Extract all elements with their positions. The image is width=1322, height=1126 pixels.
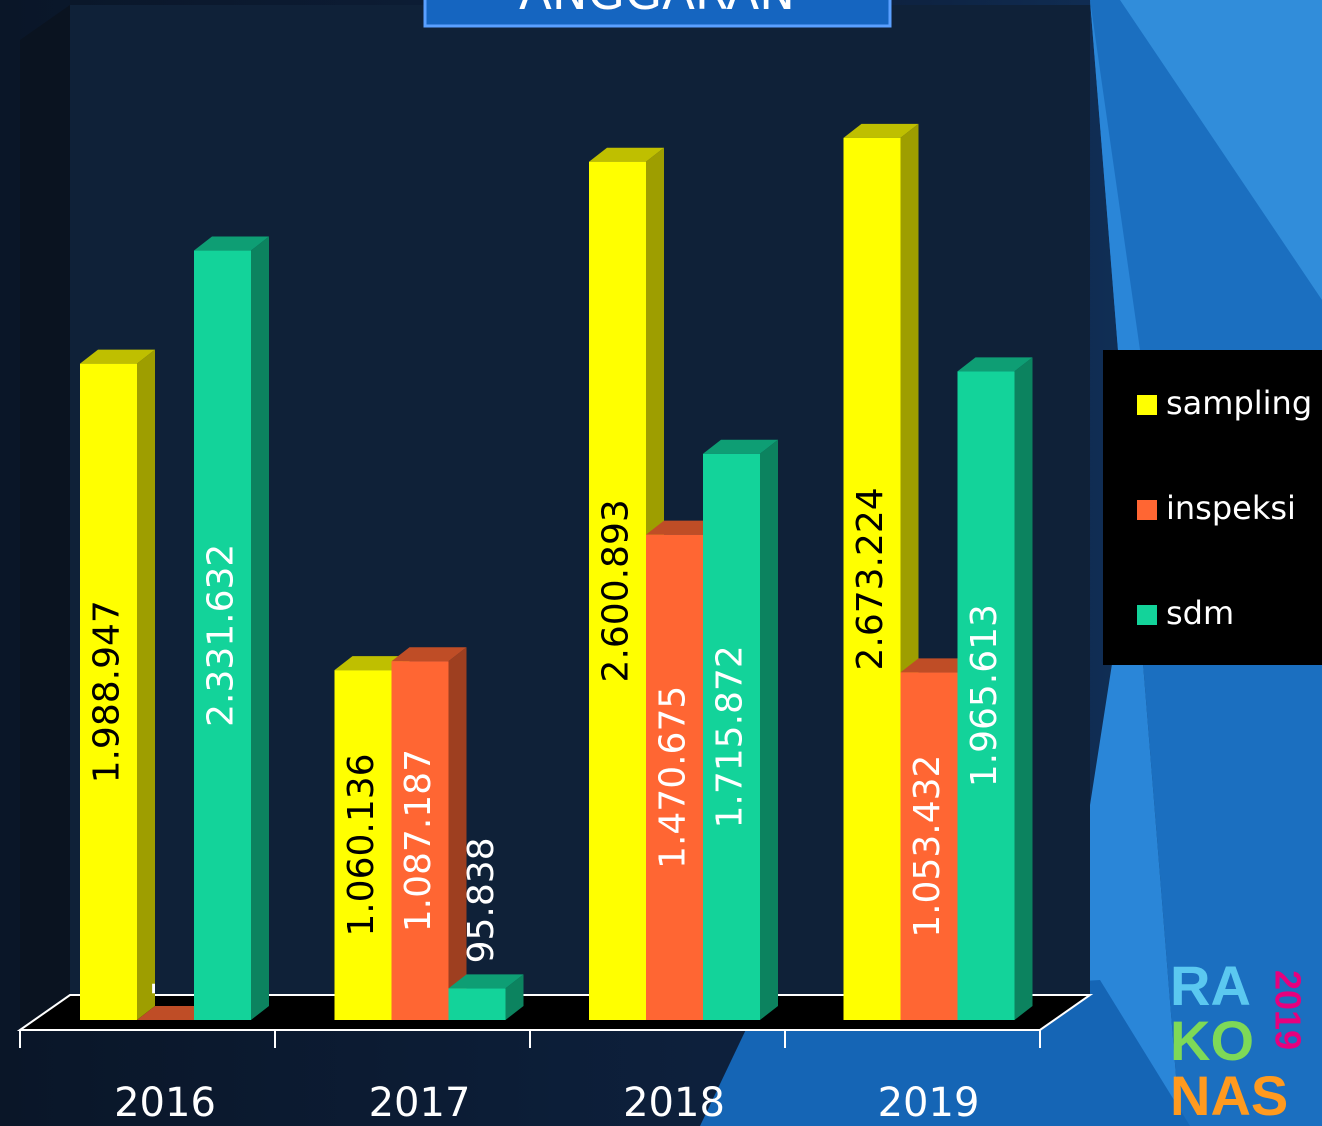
bar-side (137, 349, 155, 1021)
data-label: - (132, 982, 173, 995)
bar-front (589, 161, 646, 1020)
bar-top (703, 439, 778, 454)
bar-side (760, 439, 778, 1021)
data-label: 1.715.872 (710, 645, 751, 828)
legend-swatch (1137, 395, 1157, 415)
bar (137, 1006, 212, 1020)
bar-top (448, 974, 524, 989)
bar-front (957, 371, 1015, 1020)
data-label: 2.673.224 (850, 487, 891, 670)
legend-swatch (1137, 500, 1157, 520)
bar-front (843, 137, 901, 1021)
logo-text: KO (1170, 1009, 1254, 1072)
bar (957, 357, 1033, 1020)
data-label: 2.600.893 (596, 499, 637, 682)
bar (703, 439, 778, 1021)
side-wall (20, 5, 70, 1030)
legend-label: inspeksi (1166, 489, 1296, 527)
bar-top (646, 520, 721, 535)
data-label: 1.470.675 (653, 686, 694, 869)
bar-top (843, 123, 919, 138)
data-label: 1.087.187 (398, 749, 439, 932)
x-tick-label: 2019 (878, 1080, 980, 1126)
bar-front (391, 661, 449, 1020)
logo-text: NAS (1170, 1064, 1288, 1126)
data-label: 2.331.632 (201, 544, 242, 727)
bar-top (391, 647, 467, 662)
data-label: 1.988.947 (87, 600, 128, 783)
data-label: 95.838 (461, 837, 502, 963)
bar-top (334, 656, 410, 671)
bar-front (334, 670, 392, 1020)
bg-shape (1120, 0, 1322, 300)
logo: RA KO NAS 2019 (1170, 954, 1308, 1126)
bar-top (80, 349, 155, 364)
data-label: 1.060.136 (341, 753, 382, 936)
bar-top (137, 1006, 212, 1020)
bar-front (646, 534, 703, 1020)
bar-front (703, 453, 760, 1021)
title-box (423, 0, 892, 28)
legend-label: sampling (1166, 384, 1312, 422)
bar (194, 236, 269, 1020)
logo-year: 2019 (1267, 970, 1308, 1050)
bar-top (589, 147, 664, 162)
logo-text: RA (1170, 954, 1251, 1017)
bar-front (900, 672, 958, 1020)
bar-front (80, 363, 137, 1021)
x-tick-label: 2018 (623, 1080, 725, 1126)
bar-side (1014, 357, 1033, 1020)
legend-swatch (1137, 605, 1157, 625)
bar-top (194, 236, 269, 251)
x-tick-label: 2017 (369, 1080, 471, 1126)
bar-top (900, 658, 976, 673)
bar-side (251, 236, 269, 1020)
legend-label: sdm (1166, 594, 1234, 632)
bar-front (448, 988, 506, 1020)
chart-title: ANGGARAN (519, 0, 795, 21)
data-label: 1.965.613 (964, 604, 1005, 787)
bar-side (505, 974, 524, 1020)
x-tick-label: 2016 (114, 1080, 216, 1126)
bar (448, 974, 524, 1020)
data-label: 1.053.432 (907, 755, 948, 938)
bar-top (957, 357, 1033, 372)
bar-front (194, 250, 251, 1020)
bar (391, 647, 467, 1020)
bg-shape (1040, 0, 1180, 1126)
bar (80, 349, 155, 1021)
back-wall (70, 5, 1090, 995)
bar-side (448, 647, 467, 1020)
